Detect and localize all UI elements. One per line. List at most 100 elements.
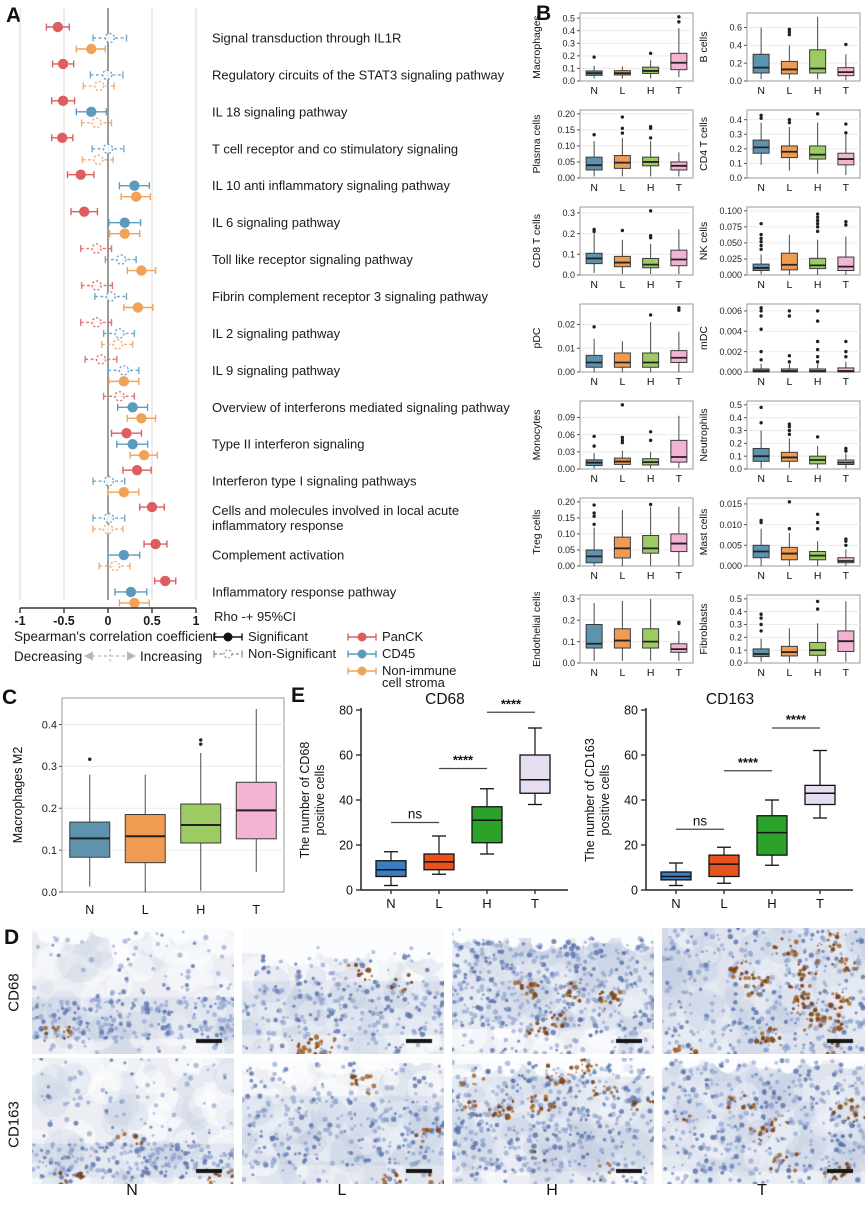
svg-text:H: H [814,85,822,97]
svg-text:L: L [786,667,792,679]
svg-text:1: 1 [193,614,200,628]
svg-text:N: N [757,85,765,97]
svg-text:0.004: 0.004 [719,326,742,336]
svg-text:N: N [590,182,598,194]
svg-text:T: T [531,896,539,911]
svg-text:cell stroma: cell stroma [382,675,446,690]
svg-text:0.100: 0.100 [719,206,742,216]
boxplot-mast-cells: 0.000 0.005 0.010 0.015 N L H T Mast cells [698,497,861,582]
svg-text:NK cells: NK cells [698,222,710,261]
svg-text:0.2: 0.2 [729,144,742,154]
svg-text:0.0: 0.0 [42,887,57,899]
pathway-label: IL 9 signaling pathway [212,363,341,378]
svg-text:T: T [843,376,850,388]
svg-text:T: T [816,896,824,911]
svg-text:0.05: 0.05 [557,545,575,555]
svg-text:0.1: 0.1 [729,451,742,461]
svg-text:Mast cells: Mast cells [698,509,710,556]
svg-text:0.0: 0.0 [729,658,742,668]
boxplot-nk-cells: 0.000 0.025 0.050 0.075 0.100 N L H T NK cells [698,206,861,291]
svg-text:T: T [843,667,850,679]
svg-text:H: H [814,279,822,291]
svg-text:T: T [676,182,683,194]
svg-text:Macrophages M2: Macrophages M2 [11,747,25,844]
svg-text:N: N [757,667,765,679]
svg-text:T: T [843,85,850,97]
svg-text:Decreasing: Decreasing [14,649,82,664]
svg-text:20: 20 [339,838,353,852]
boxplot-monocytes: 0.00 0.03 0.06 0.09 N L H T Monocytes [531,400,694,485]
svg-text:0.050: 0.050 [719,238,742,248]
pathway-label: Interferon type I signaling pathways [212,474,417,489]
boxplot-treg-cells: 0.00 0.05 0.10 0.15 0.20 N L H T Treg cells [531,497,694,582]
svg-text:H: H [482,896,491,911]
svg-text:0.5: 0.5 [729,400,742,410]
panel-letter-b: B [536,2,552,25]
svg-text:Endothelial cells: Endothelial cells [531,592,543,667]
svg-text:****: **** [738,755,759,770]
svg-text:N: N [590,667,598,679]
svg-text:0.0: 0.0 [729,173,742,183]
svg-text:0.2: 0.2 [562,615,575,625]
svg-text:****: **** [501,696,522,711]
boxplot-macrophages: 0.0 0.1 0.2 0.3 0.4 0.5 N L H T Macrophages [531,12,694,97]
svg-text:Plasma cells: Plasma cells [531,115,543,174]
boxplot-endothelial-cells: 0.0 0.1 0.2 0.3 N L H T Endothelial cells [531,592,694,679]
pathway-label: Regulatory circuits of the STAT3 signali… [212,67,505,82]
svg-text:T: T [843,570,850,582]
boxplot-b-cells: 0.0 0.2 0.4 0.6 N L H T B cells [698,12,861,97]
svg-text:N: N [671,896,680,911]
svg-text:0.2: 0.2 [729,438,742,448]
svg-text:N: N [757,570,765,582]
svg-text:CD45: CD45 [382,646,415,661]
svg-text:0.3: 0.3 [562,208,575,218]
svg-text:CD163: CD163 [706,691,754,708]
pathway-label: IL 10 anti inflammatory signaling pathwa… [212,178,450,193]
svg-text:0.6: 0.6 [729,23,742,33]
svg-text:T: T [676,85,683,97]
svg-text:Non-Significant: Non-Significant [248,646,337,661]
svg-text:H: H [196,903,205,917]
svg-text:0.4: 0.4 [562,26,575,36]
pathway-label: inflammatory response [212,518,344,533]
boxplot-plasma-cells: 0.00 0.05 0.10 0.15 0.20 N L H T Plasma cells [531,109,694,194]
svg-text:0.005: 0.005 [719,540,742,550]
svg-text:N: N [590,473,598,485]
svg-text:0.1: 0.1 [729,159,742,169]
svg-text:N: N [757,376,765,388]
svg-text:H: H [814,667,822,679]
boxplot-fibroblasts: 0.0 0.1 0.2 0.3 0.4 0.5 N L H T Fibroblasts [698,594,861,679]
svg-text:0.00: 0.00 [557,561,575,571]
ihc-col-label-n: N [126,1182,138,1199]
svg-text:L: L [786,473,792,485]
panel-letter-d: D [4,926,20,949]
svg-text:L: L [720,896,727,911]
svg-text:60: 60 [339,748,353,762]
svg-text:Monocytes: Monocytes [531,410,543,461]
svg-text:Neutrophils: Neutrophils [698,408,710,461]
svg-text:N: N [590,570,598,582]
svg-text:T: T [676,667,683,679]
svg-text:0.3: 0.3 [729,620,742,630]
svg-text:N: N [590,279,598,291]
svg-text:0.02: 0.02 [557,320,575,330]
pathway-label: Overview of interferons mediated signali… [212,400,510,415]
svg-text:Non-immune: Non-immune [382,663,456,678]
svg-text:L: L [435,896,442,911]
ihc-col-label-h: H [546,1182,558,1199]
svg-text:****: **** [786,712,807,727]
svg-text:CD8 T cells: CD8 T cells [531,214,543,268]
svg-text:80: 80 [624,703,638,717]
svg-text:N: N [757,279,765,291]
svg-text:60: 60 [624,748,638,762]
svg-text:pDC: pDC [531,327,543,348]
immune-boxplot-grid: 0.0 0.1 0.2 0.3 0.4 0.5 N L H T Macrophages 0.0 0.2… [530,10,865,689]
svg-text:0.3: 0.3 [42,761,57,773]
svg-text:0.5: 0.5 [729,594,742,604]
svg-text:20: 20 [624,838,638,852]
svg-text:L: L [786,376,792,388]
svg-text:0.0: 0.0 [562,270,575,280]
svg-text:ns: ns [408,807,423,822]
svg-text:N: N [85,903,94,917]
pathway-label: Fibrin complement receptor 3 signaling p… [212,289,489,304]
